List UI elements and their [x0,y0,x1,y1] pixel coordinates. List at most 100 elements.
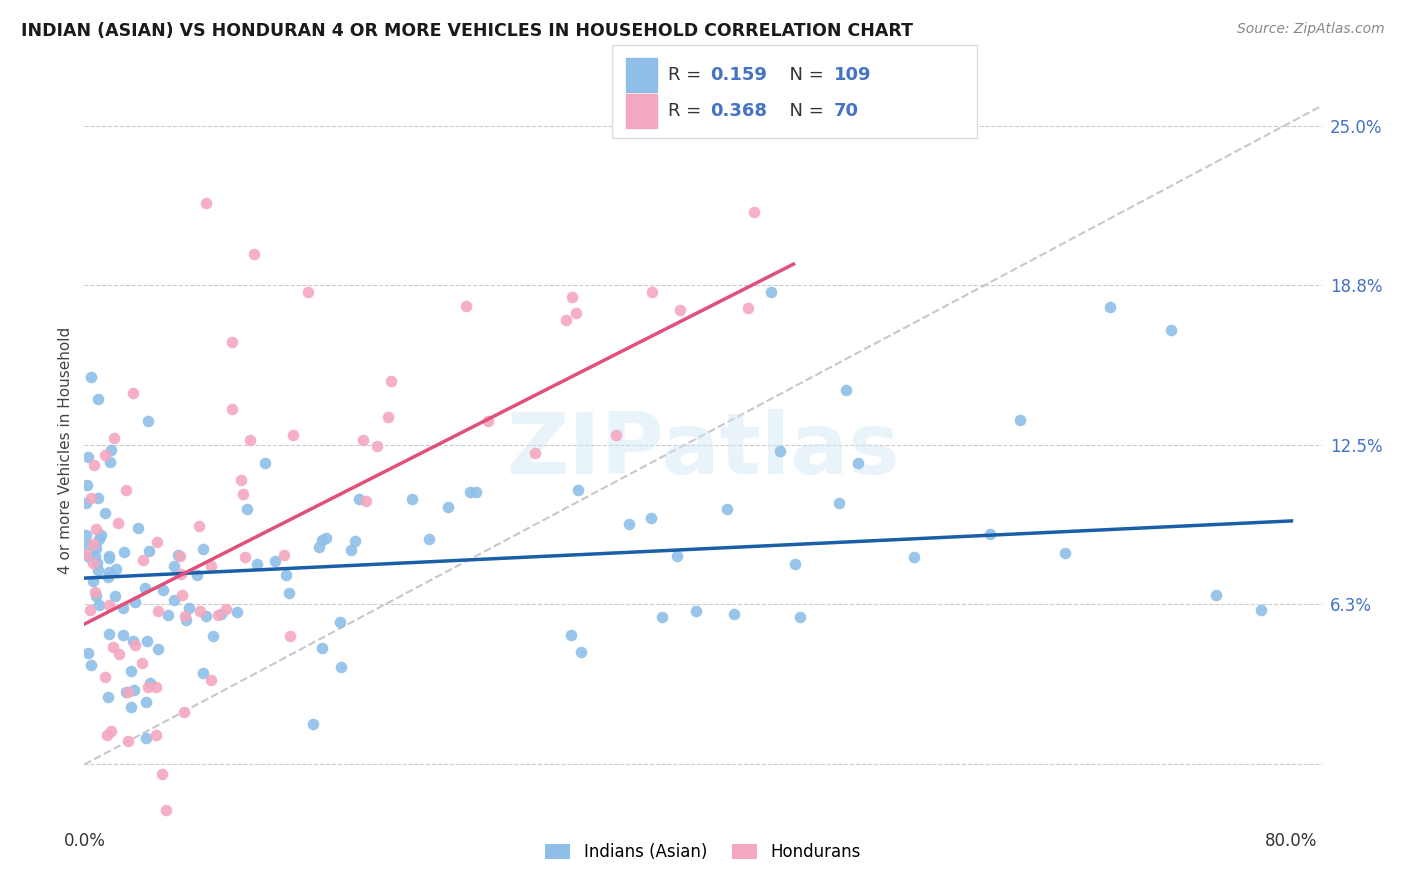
Point [437,500,460,515]
Point [685,604,707,618]
Point [75,496,97,510]
Point [640,510,662,524]
Point [155,804,177,818]
Point [89,532,111,546]
Point [76,477,98,491]
Point [561,290,583,304]
Point [163,559,186,574]
Point [75,528,97,542]
Point [97,690,120,704]
Point [163,593,186,607]
Legend: Indians (Asian), Hondurans: Indians (Asian), Hondurans [538,837,868,868]
Point [105,562,128,576]
Text: 70: 70 [834,102,859,120]
Point [150,767,173,781]
Point [315,532,337,546]
Point [145,680,167,694]
Point [98,565,121,579]
Point [84,589,107,603]
Point [146,641,169,656]
Text: R =: R = [668,102,707,120]
Point [186,568,208,582]
Point [188,519,211,533]
Point [84,541,107,556]
Point [716,502,738,516]
Point [200,673,222,687]
Point [131,657,153,671]
Point [156,608,179,623]
Point [135,634,157,648]
Point [1099,300,1122,314]
Point [273,548,295,562]
Point [221,402,243,417]
Point [98,455,121,469]
Point [120,700,142,714]
Point [723,607,745,622]
Text: R =: R = [668,66,707,84]
Point [641,285,664,300]
Point [174,613,197,627]
Point [789,610,811,624]
Point [236,502,259,516]
Point [276,567,298,582]
Point [122,634,145,648]
Point [401,491,423,506]
Point [87,491,110,506]
Point [253,456,276,470]
Point [90,528,112,542]
Point [366,439,388,453]
Point [239,433,262,447]
Point [669,303,692,318]
Point [89,599,111,613]
Point [103,431,125,445]
Point [846,456,869,470]
Point [231,473,253,487]
Point [170,567,193,582]
Point [311,640,333,655]
Point [117,734,139,748]
Point [339,543,361,558]
Point [565,306,588,320]
Point [1054,546,1077,560]
Point [1008,413,1031,427]
Point [111,627,134,641]
Text: ZIPatlas: ZIPatlas [506,409,900,492]
Point [263,554,285,568]
Point [207,607,229,622]
Point [665,549,688,564]
Y-axis label: 4 or more Vehicles in Household: 4 or more Vehicles in Household [58,326,73,574]
Point [135,695,157,709]
Point [112,544,135,558]
Point [100,724,122,739]
Point [79,657,101,672]
Point [173,608,195,623]
Point [329,660,352,674]
Point [418,532,440,546]
Point [122,683,145,698]
Text: Source: ZipAtlas.com: Source: ZipAtlas.com [1237,22,1385,37]
Point [605,427,627,442]
Point [458,485,481,500]
Point [100,443,122,458]
Text: 0.159: 0.159 [710,66,766,84]
Point [111,601,134,615]
Point [136,680,159,694]
Point [94,448,117,462]
Point [104,589,127,603]
Point [173,705,195,719]
Point [979,527,1001,541]
Point [380,374,402,388]
Point [172,588,194,602]
Text: INDIAN (ASIAN) VS HONDURAN 4 OR MORE VEHICLES IN HOUSEHOLD CORRELATION CHART: INDIAN (ASIAN) VS HONDURAN 4 OR MORE VEH… [21,22,912,40]
Text: N =: N = [778,102,830,120]
Point [115,483,138,497]
Point [166,548,188,562]
Point [193,541,215,556]
Point [169,549,191,563]
Point [277,586,299,600]
Point [108,648,131,662]
Point [76,538,98,552]
Point [464,485,486,500]
Point [651,610,673,624]
Point [308,540,330,554]
